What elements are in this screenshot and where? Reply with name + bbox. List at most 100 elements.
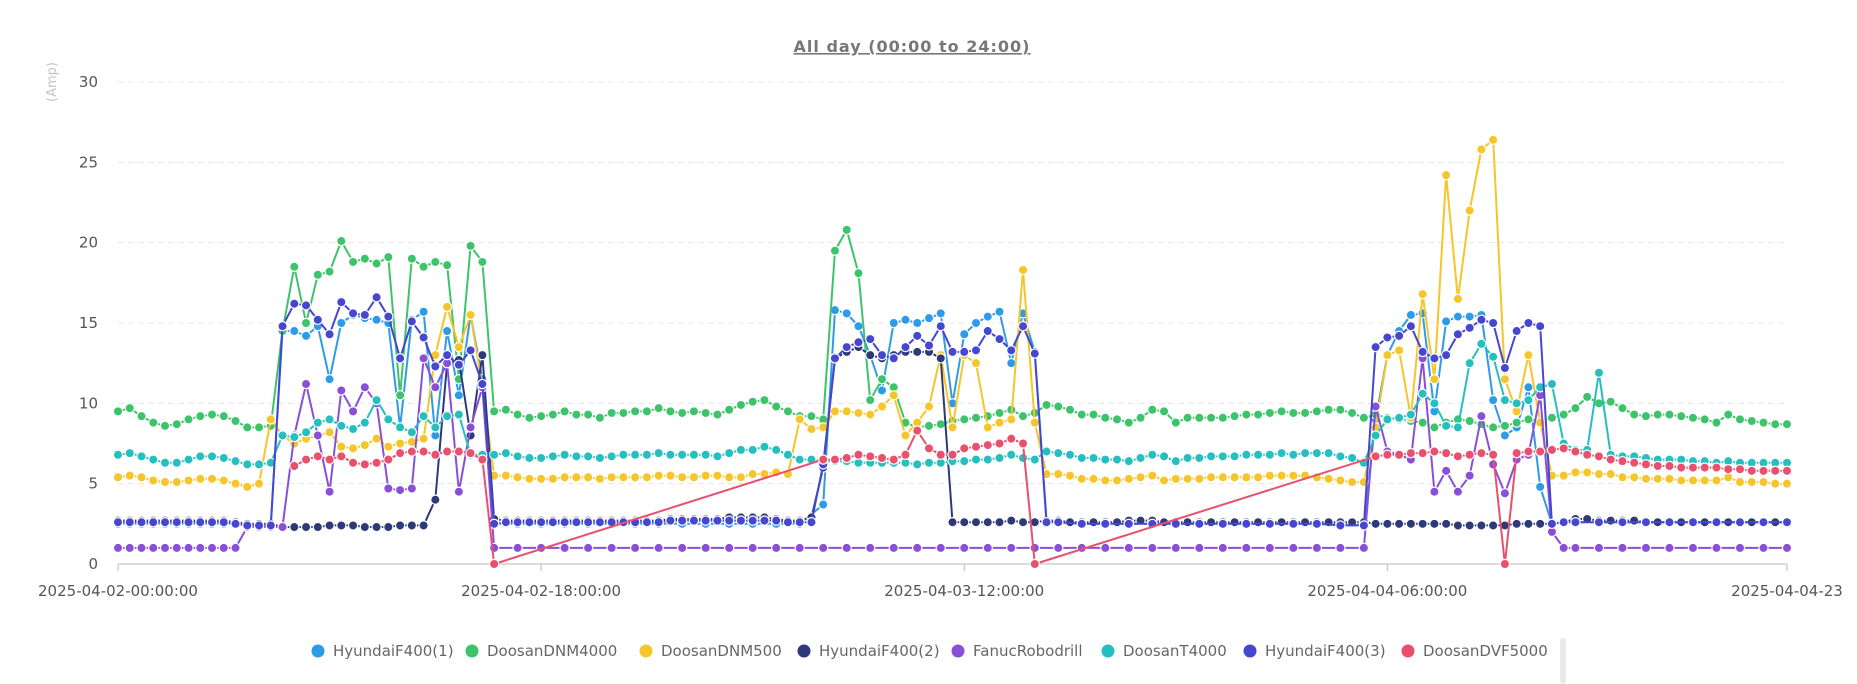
data-point[interactable] — [747, 542, 758, 554]
data-point[interactable] — [794, 517, 805, 528]
data-point[interactable] — [1617, 402, 1628, 414]
data-point[interactable] — [406, 446, 418, 457]
data-point[interactable] — [970, 441, 982, 452]
data-point[interactable] — [242, 481, 253, 493]
data-point[interactable] — [1111, 475, 1123, 486]
data-point[interactable] — [253, 520, 265, 531]
data-point[interactable] — [159, 420, 171, 432]
data-point[interactable] — [1417, 388, 1428, 399]
data-point[interactable] — [1123, 518, 1135, 530]
data-point[interactable] — [935, 542, 946, 554]
data-point[interactable] — [1440, 169, 1452, 181]
data-point[interactable] — [336, 235, 347, 247]
data-point[interactable] — [1276, 447, 1287, 459]
data-point[interactable] — [453, 341, 465, 353]
data-point[interactable] — [1476, 338, 1487, 350]
data-point[interactable] — [430, 361, 441, 372]
data-point[interactable] — [300, 427, 312, 438]
data-point[interactable] — [970, 454, 982, 465]
data-point[interactable] — [136, 451, 147, 462]
data-point[interactable] — [1640, 459, 1652, 470]
data-point[interactable] — [1276, 470, 1287, 481]
data-point[interactable] — [512, 472, 523, 483]
data-point[interactable] — [865, 333, 876, 345]
data-point[interactable] — [1017, 410, 1029, 422]
data-point[interactable] — [1358, 412, 1370, 423]
data-point[interactable] — [1276, 517, 1287, 528]
data-point[interactable] — [477, 349, 488, 361]
data-point[interactable] — [1511, 325, 1522, 337]
data-point[interactable] — [242, 422, 253, 433]
data-point[interactable] — [853, 449, 864, 460]
data-point[interactable] — [406, 253, 418, 264]
data-point[interactable] — [336, 420, 347, 432]
data-point[interactable] — [383, 521, 394, 533]
data-point[interactable] — [1288, 449, 1299, 460]
data-point[interactable] — [1487, 134, 1499, 146]
data-point[interactable] — [1111, 414, 1123, 425]
data-point[interactable] — [488, 449, 500, 460]
data-point[interactable] — [1511, 398, 1522, 409]
data-point[interactable] — [688, 406, 700, 417]
data-point[interactable] — [1429, 486, 1440, 497]
data-point[interactable] — [1758, 417, 1769, 428]
data-point[interactable] — [947, 346, 958, 358]
data-point[interactable] — [206, 542, 218, 554]
data-point[interactable] — [1405, 447, 1417, 459]
data-point[interactable] — [1546, 378, 1558, 390]
data-point[interactable] — [1076, 452, 1087, 464]
data-point[interactable] — [195, 542, 206, 554]
data-point[interactable] — [453, 390, 465, 401]
data-point[interactable] — [1687, 517, 1699, 528]
data-point[interactable] — [1017, 438, 1029, 449]
data-point[interactable] — [1499, 374, 1511, 385]
data-point[interactable] — [700, 542, 711, 554]
data-point[interactable] — [1593, 367, 1605, 379]
data-point[interactable] — [1100, 542, 1111, 554]
data-point[interactable] — [594, 517, 606, 528]
data-point[interactable] — [676, 407, 688, 419]
data-point[interactable] — [853, 321, 864, 332]
data-point[interactable] — [1570, 402, 1581, 414]
data-point[interactable] — [312, 417, 324, 428]
data-point[interactable] — [1006, 345, 1017, 356]
data-point[interactable] — [171, 476, 182, 488]
data-point[interactable] — [1217, 542, 1229, 554]
data-point[interactable] — [829, 245, 841, 256]
data-point[interactable] — [559, 472, 570, 483]
data-point[interactable] — [394, 447, 406, 459]
data-point[interactable] — [1205, 451, 1217, 462]
data-point[interactable] — [723, 515, 735, 526]
data-point[interactable] — [347, 256, 359, 268]
data-point[interactable] — [253, 478, 265, 489]
data-point[interactable] — [1182, 473, 1193, 485]
data-point[interactable] — [700, 515, 711, 526]
data-point[interactable] — [641, 406, 653, 417]
data-point[interactable] — [865, 394, 876, 406]
data-point[interactable] — [1617, 542, 1628, 554]
data-point[interactable] — [1417, 447, 1428, 459]
data-point[interactable] — [1464, 449, 1475, 460]
data-point[interactable] — [1476, 447, 1487, 459]
data-point[interactable] — [723, 472, 735, 483]
data-point[interactable] — [1440, 465, 1452, 477]
data-point[interactable] — [1323, 404, 1334, 415]
data-point[interactable] — [747, 468, 758, 480]
data-point[interactable] — [641, 472, 653, 483]
data-point[interactable] — [1558, 517, 1569, 528]
data-point[interactable] — [1570, 446, 1581, 457]
data-point[interactable] — [794, 414, 805, 425]
data-point[interactable] — [1006, 449, 1017, 460]
data-point[interactable] — [535, 452, 547, 464]
data-point[interactable] — [1629, 515, 1640, 526]
data-point[interactable] — [1100, 454, 1111, 465]
data-point[interactable] — [1546, 412, 1558, 423]
data-point[interactable] — [1288, 470, 1299, 481]
data-point[interactable] — [359, 439, 371, 451]
data-point[interactable] — [206, 517, 218, 528]
data-point[interactable] — [1734, 464, 1746, 475]
data-point[interactable] — [876, 374, 888, 385]
data-point[interactable] — [582, 409, 594, 420]
data-point[interactable] — [512, 517, 523, 528]
data-point[interactable] — [383, 414, 394, 425]
